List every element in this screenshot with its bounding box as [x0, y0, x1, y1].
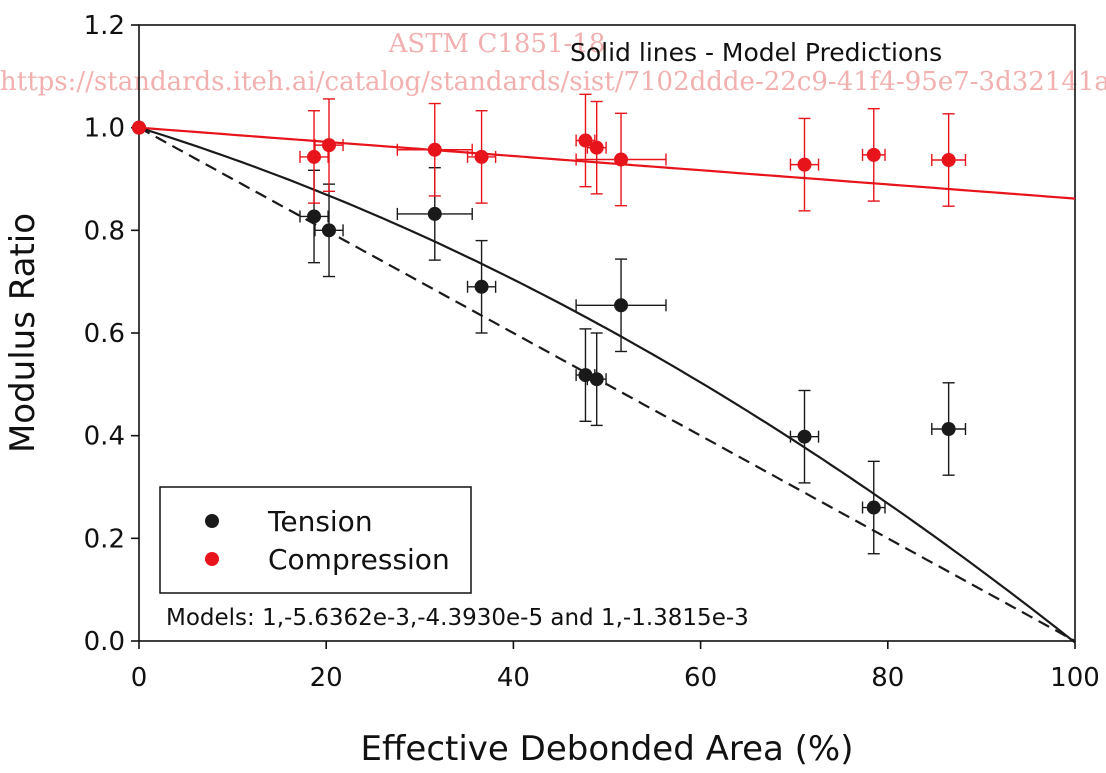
model-line-solid: [138, 126, 1076, 200]
models-note: Models: 1,-5.6362e-3,-4.3930e-5 and 1,-1…: [166, 605, 749, 631]
y-tick-label: 1.2: [84, 11, 125, 41]
y-tick-label: 0.4: [84, 422, 125, 452]
tension-point: [866, 500, 881, 515]
y-tick-label: 1.0: [84, 114, 125, 144]
y-tick-label: 0.8: [84, 216, 125, 246]
legend-box: [159, 486, 472, 594]
tension-point: [427, 206, 442, 221]
compression-point: [307, 149, 322, 164]
model-line-dashed: [138, 126, 1076, 642]
y-tick-label: 0.0: [84, 627, 125, 657]
compression-point: [322, 138, 337, 153]
y-tick-label: 0.2: [84, 524, 125, 554]
compression-point: [866, 147, 881, 162]
tension-point: [941, 421, 956, 436]
tension-point: [322, 223, 337, 238]
y-axis-title: Modulus Ratio: [3, 213, 43, 453]
tension-point: [474, 279, 489, 294]
y-tick-label: 0.6: [84, 319, 125, 349]
model-line-solid: [138, 126, 1076, 644]
compression-point: [474, 149, 489, 164]
x-tick-label: 80: [871, 663, 904, 693]
tension-point: [589, 372, 604, 387]
tension-point: [614, 298, 629, 313]
legend: Tension Compression: [159, 486, 472, 594]
x-tick-label: 40: [497, 663, 530, 693]
legend-label-tension: Tension: [267, 505, 373, 538]
tension-point: [578, 368, 593, 383]
x-tick-label: 60: [684, 663, 717, 693]
tension-point: [307, 209, 322, 224]
compression-point: [614, 152, 629, 167]
compression-point: [589, 140, 604, 155]
watermark-title: ASTM C1851-18: [388, 29, 606, 59]
compression-point: [797, 157, 812, 172]
watermark-url: https://standards.iteh.ai/catalog/standa…: [0, 67, 1106, 97]
compression-point: [578, 133, 593, 148]
tension-point: [797, 429, 812, 444]
compression-point: [132, 120, 146, 135]
x-tick-label: 20: [310, 663, 343, 693]
x-tick-label: 0: [131, 663, 148, 693]
x-axis-title: Effective Debonded Area (%): [361, 729, 854, 769]
legend-label-compression: Compression: [268, 543, 450, 576]
model-predictions-annotation: Solid lines - Model Predictions: [570, 38, 942, 67]
x-tick-label: 100: [1050, 663, 1100, 693]
compression-point: [941, 153, 956, 168]
compression-point: [427, 142, 442, 157]
legend-marker-compression: [205, 552, 219, 566]
legend-marker-tension: [205, 514, 219, 528]
